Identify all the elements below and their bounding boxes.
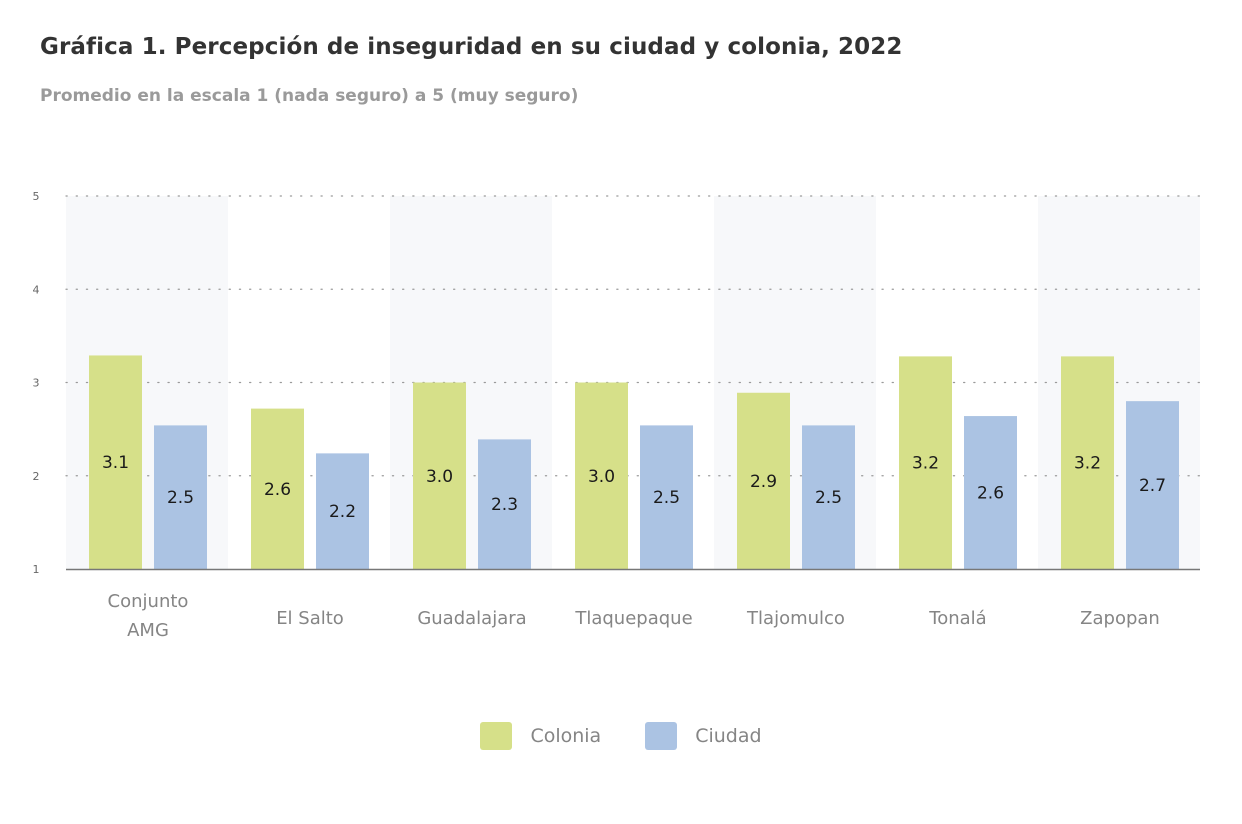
value-label: 2.6: [977, 484, 1004, 504]
value-label: 2.6: [264, 480, 291, 500]
value-label: 2.5: [653, 488, 680, 508]
bar-ciudad: [802, 425, 855, 569]
value-label: 2.9: [750, 472, 777, 492]
category-label: El Salto: [276, 608, 344, 629]
value-label: 2.3: [491, 495, 518, 515]
value-label: 2.5: [167, 488, 194, 508]
category-label: Zapopan: [1080, 608, 1160, 629]
chart-title: Gráfica 1. Percepción de inseguridad en …: [40, 34, 903, 60]
bar-colonia: [89, 355, 142, 569]
bar-colonia: [899, 356, 952, 569]
bar-colonia: [413, 382, 466, 569]
legend-swatch-colonia: [480, 722, 513, 750]
value-label: 3.0: [588, 467, 615, 487]
y-tick-label: 4: [33, 283, 40, 296]
value-label: 2.5: [815, 488, 842, 508]
bar-colonia: [575, 382, 628, 569]
y-tick-label: 1: [33, 563, 40, 576]
legend: Colonia Ciudad: [0, 722, 1242, 750]
category-label: Conjunto AMG: [108, 591, 189, 641]
bar-ciudad: [316, 453, 369, 569]
value-label: 2.2: [329, 502, 356, 522]
category-label: Guadalajara: [417, 608, 526, 629]
y-tick-label: 3: [33, 377, 40, 390]
value-label: 3.1: [102, 453, 129, 473]
legend-swatch-ciudad: [645, 722, 678, 750]
bar-colonia: [1061, 356, 1114, 569]
bar-ciudad: [640, 425, 693, 569]
legend-label-colonia: Colonia: [530, 725, 602, 747]
legend-item-colonia[interactable]: Colonia: [480, 722, 601, 750]
chart-subtitle: Promedio en la escala 1 (nada seguro) a …: [40, 86, 579, 106]
category-label: Tlajomulco: [746, 608, 845, 629]
bar-colonia: [737, 392, 790, 569]
category-label: Tlaquepaque: [574, 608, 692, 629]
y-tick-label: 2: [33, 470, 40, 483]
y-tick-label: 5: [33, 190, 40, 203]
value-label: 3.2: [912, 454, 939, 474]
value-label: 2.7: [1139, 476, 1166, 496]
bar-ciudad: [964, 416, 1017, 569]
bar-colonia: [251, 408, 304, 569]
bar-ciudad: [154, 425, 207, 569]
category-label: Tonalá: [928, 608, 986, 629]
bar-ciudad: [1126, 401, 1179, 569]
value-label: 3.0: [426, 467, 453, 487]
legend-item-ciudad[interactable]: Ciudad: [645, 722, 762, 750]
value-label: 3.2: [1074, 454, 1101, 474]
bar-ciudad: [478, 439, 531, 569]
legend-label-ciudad: Ciudad: [695, 725, 762, 747]
